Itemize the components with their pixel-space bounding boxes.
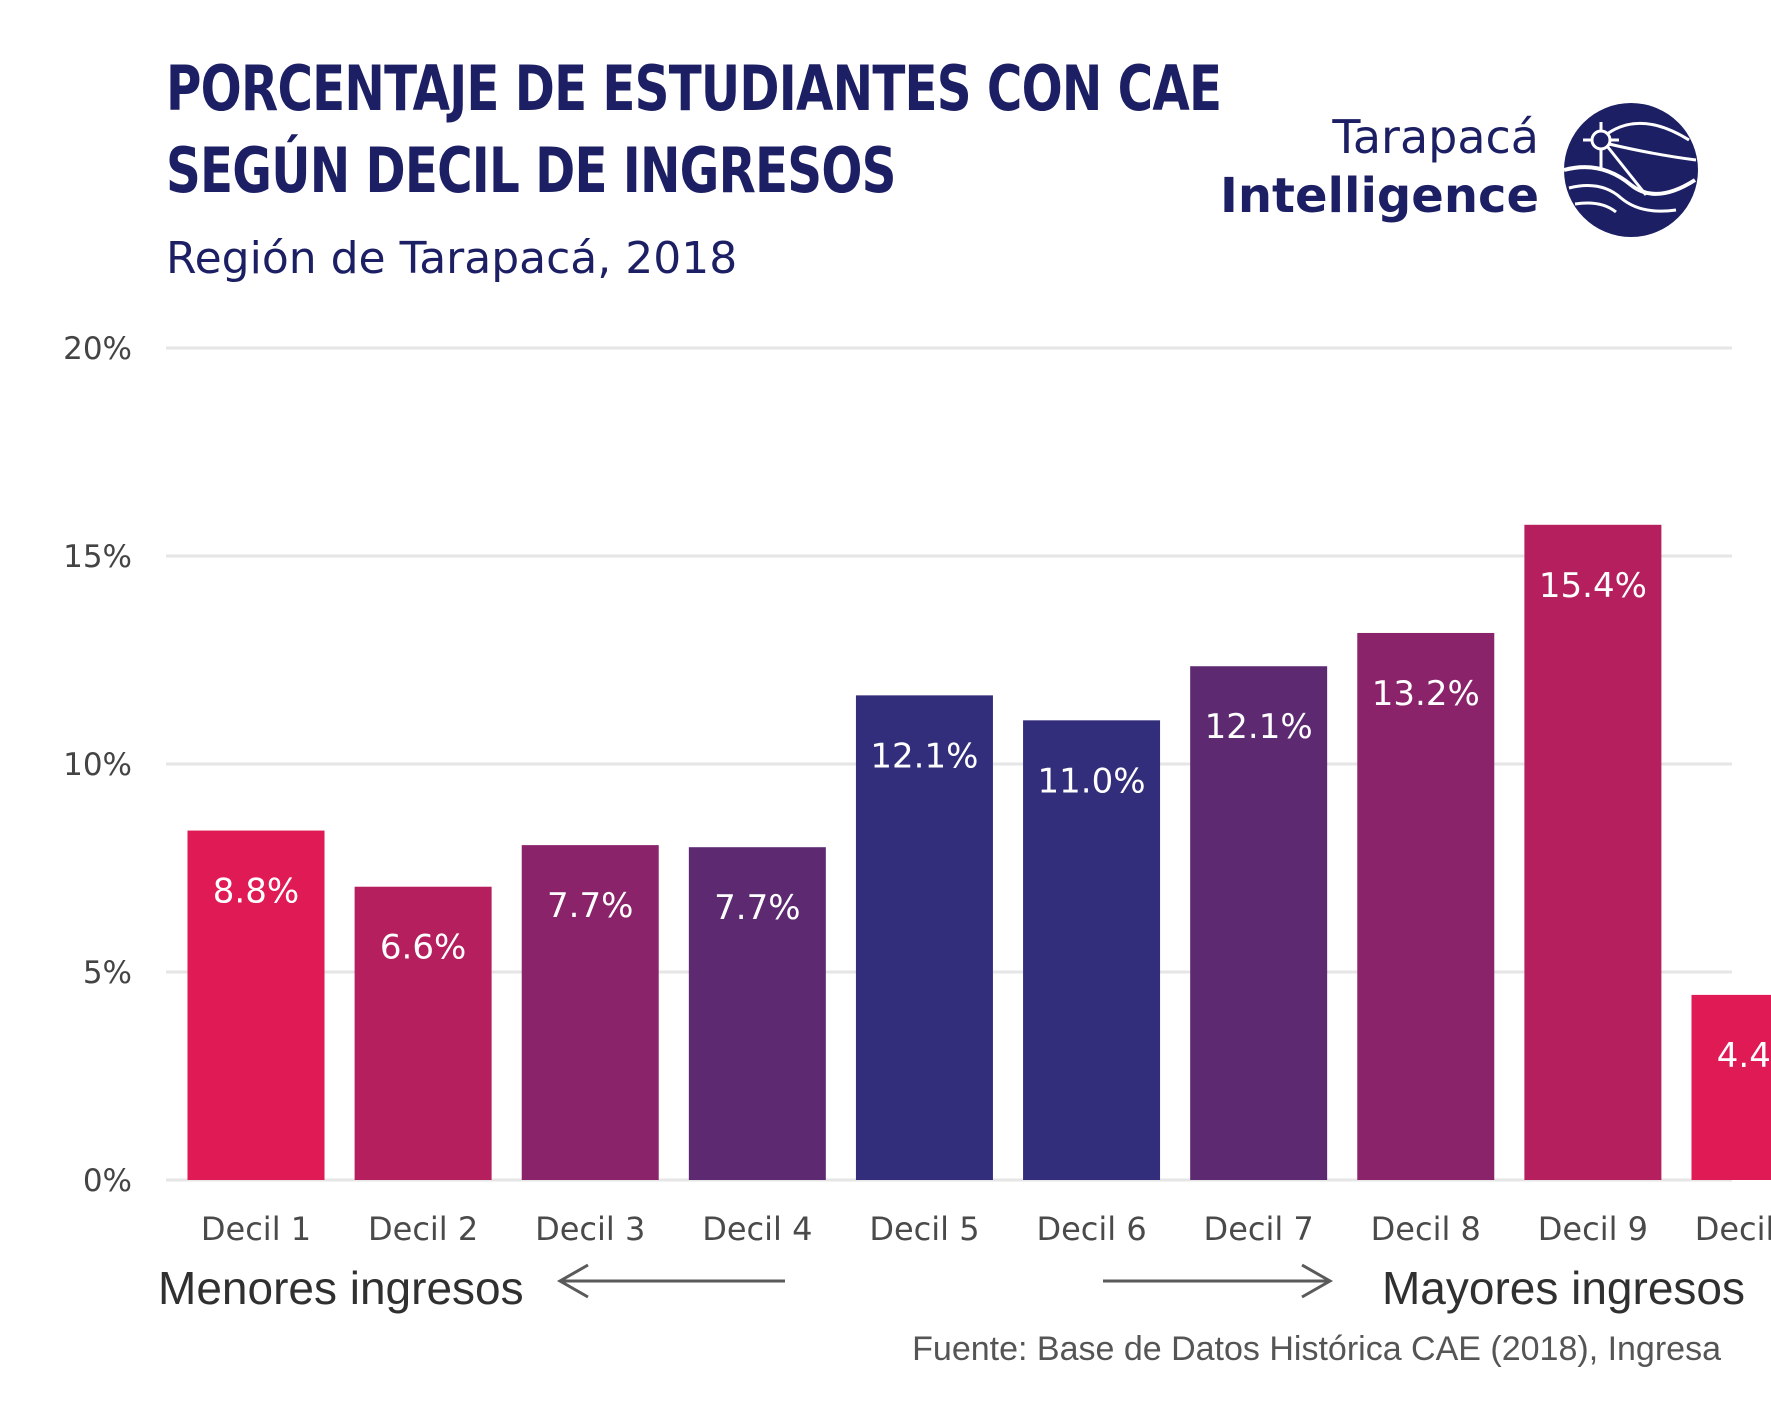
brand-logo: Tarapacá Intelligence (1220, 100, 1701, 240)
bar-data-label: 11.0% (1038, 761, 1146, 801)
bar-data-label: 12.1% (870, 736, 978, 776)
bar-data-label: 13.2% (1372, 674, 1480, 714)
bar-1 (187, 830, 325, 1180)
source-note: Fuente: Base de Datos Histórica CAE (201… (912, 1330, 1721, 1368)
annotation-lower-income: Menores ingresos (158, 1262, 524, 1314)
x-category-label: Decil 6 (1036, 1210, 1146, 1248)
bar-data-label: 4.4% (1717, 1036, 1771, 1076)
x-category-label: Decil 4 (702, 1210, 812, 1248)
y-tick-label: 5% (83, 955, 132, 991)
bar-2 (354, 886, 492, 1180)
bar-data-label: 12.1% (1205, 707, 1313, 747)
bar-data-label: 7.7% (714, 888, 800, 928)
x-category-label: Decil 1 (201, 1210, 311, 1248)
bar-4 (688, 847, 826, 1180)
bar-3 (521, 845, 659, 1180)
bar-data-label: 6.6% (380, 928, 466, 968)
x-category-label: Decil 10 (1695, 1210, 1771, 1248)
arrow-right-icon (1103, 1263, 1334, 1299)
bar-data-label: 8.8% (213, 872, 299, 912)
arrow-left-icon (556, 1263, 785, 1299)
x-category-label: Decil 8 (1371, 1210, 1481, 1248)
globe-icon (1563, 103, 1698, 237)
bar-7 (1190, 666, 1328, 1180)
x-category-label: Decil 2 (368, 1210, 478, 1248)
x-category-label: Decil 7 (1204, 1210, 1314, 1248)
bar-5 (855, 695, 993, 1180)
bar-data-labels: 8.8% 6.6% 7.7% 7.7% 12.1% 11.0% 12.1% 13.2% 15.4… (213, 566, 1771, 1076)
chart-subtitle: Región de Tarapacá, 2018 (166, 233, 738, 284)
bars (187, 524, 1771, 1180)
bar-8 (1357, 632, 1495, 1180)
chart-title-line-2: SEGÚN DECIL DE INGRESOS (166, 134, 897, 207)
y-tick-label: 15% (63, 539, 132, 575)
bar-9 (1524, 524, 1662, 1180)
annotation-higher-income: Mayores ingresos (1381, 1262, 1745, 1314)
logo-text-line-1: Tarapacá (1332, 110, 1539, 164)
y-tick-label: 0% (83, 1163, 132, 1199)
bar-6 (1023, 720, 1161, 1180)
logo-text-line-2: Intelligence (1220, 168, 1539, 224)
x-category-label: Decil 5 (869, 1210, 979, 1248)
y-axis-ticks: 0% 5% 10% 15% 20% (63, 331, 132, 1199)
bar-10 (1691, 994, 1771, 1180)
x-category-label: Decil 9 (1538, 1210, 1648, 1248)
x-axis-categories: Decil 1 Decil 2 Decil 3 Decil 4 Decil 5 Decil… (201, 1210, 1771, 1248)
y-tick-label: 10% (63, 747, 132, 783)
bar-data-label: 7.7% (547, 886, 633, 926)
x-category-label: Decil 3 (535, 1210, 645, 1248)
chart-title-line-1: PORCENTAJE DE ESTUDIANTES CON CAE (166, 52, 1222, 125)
y-tick-label: 20% (63, 331, 132, 367)
bar-data-label: 15.4% (1539, 566, 1647, 606)
income-arrows (556, 1263, 1334, 1299)
